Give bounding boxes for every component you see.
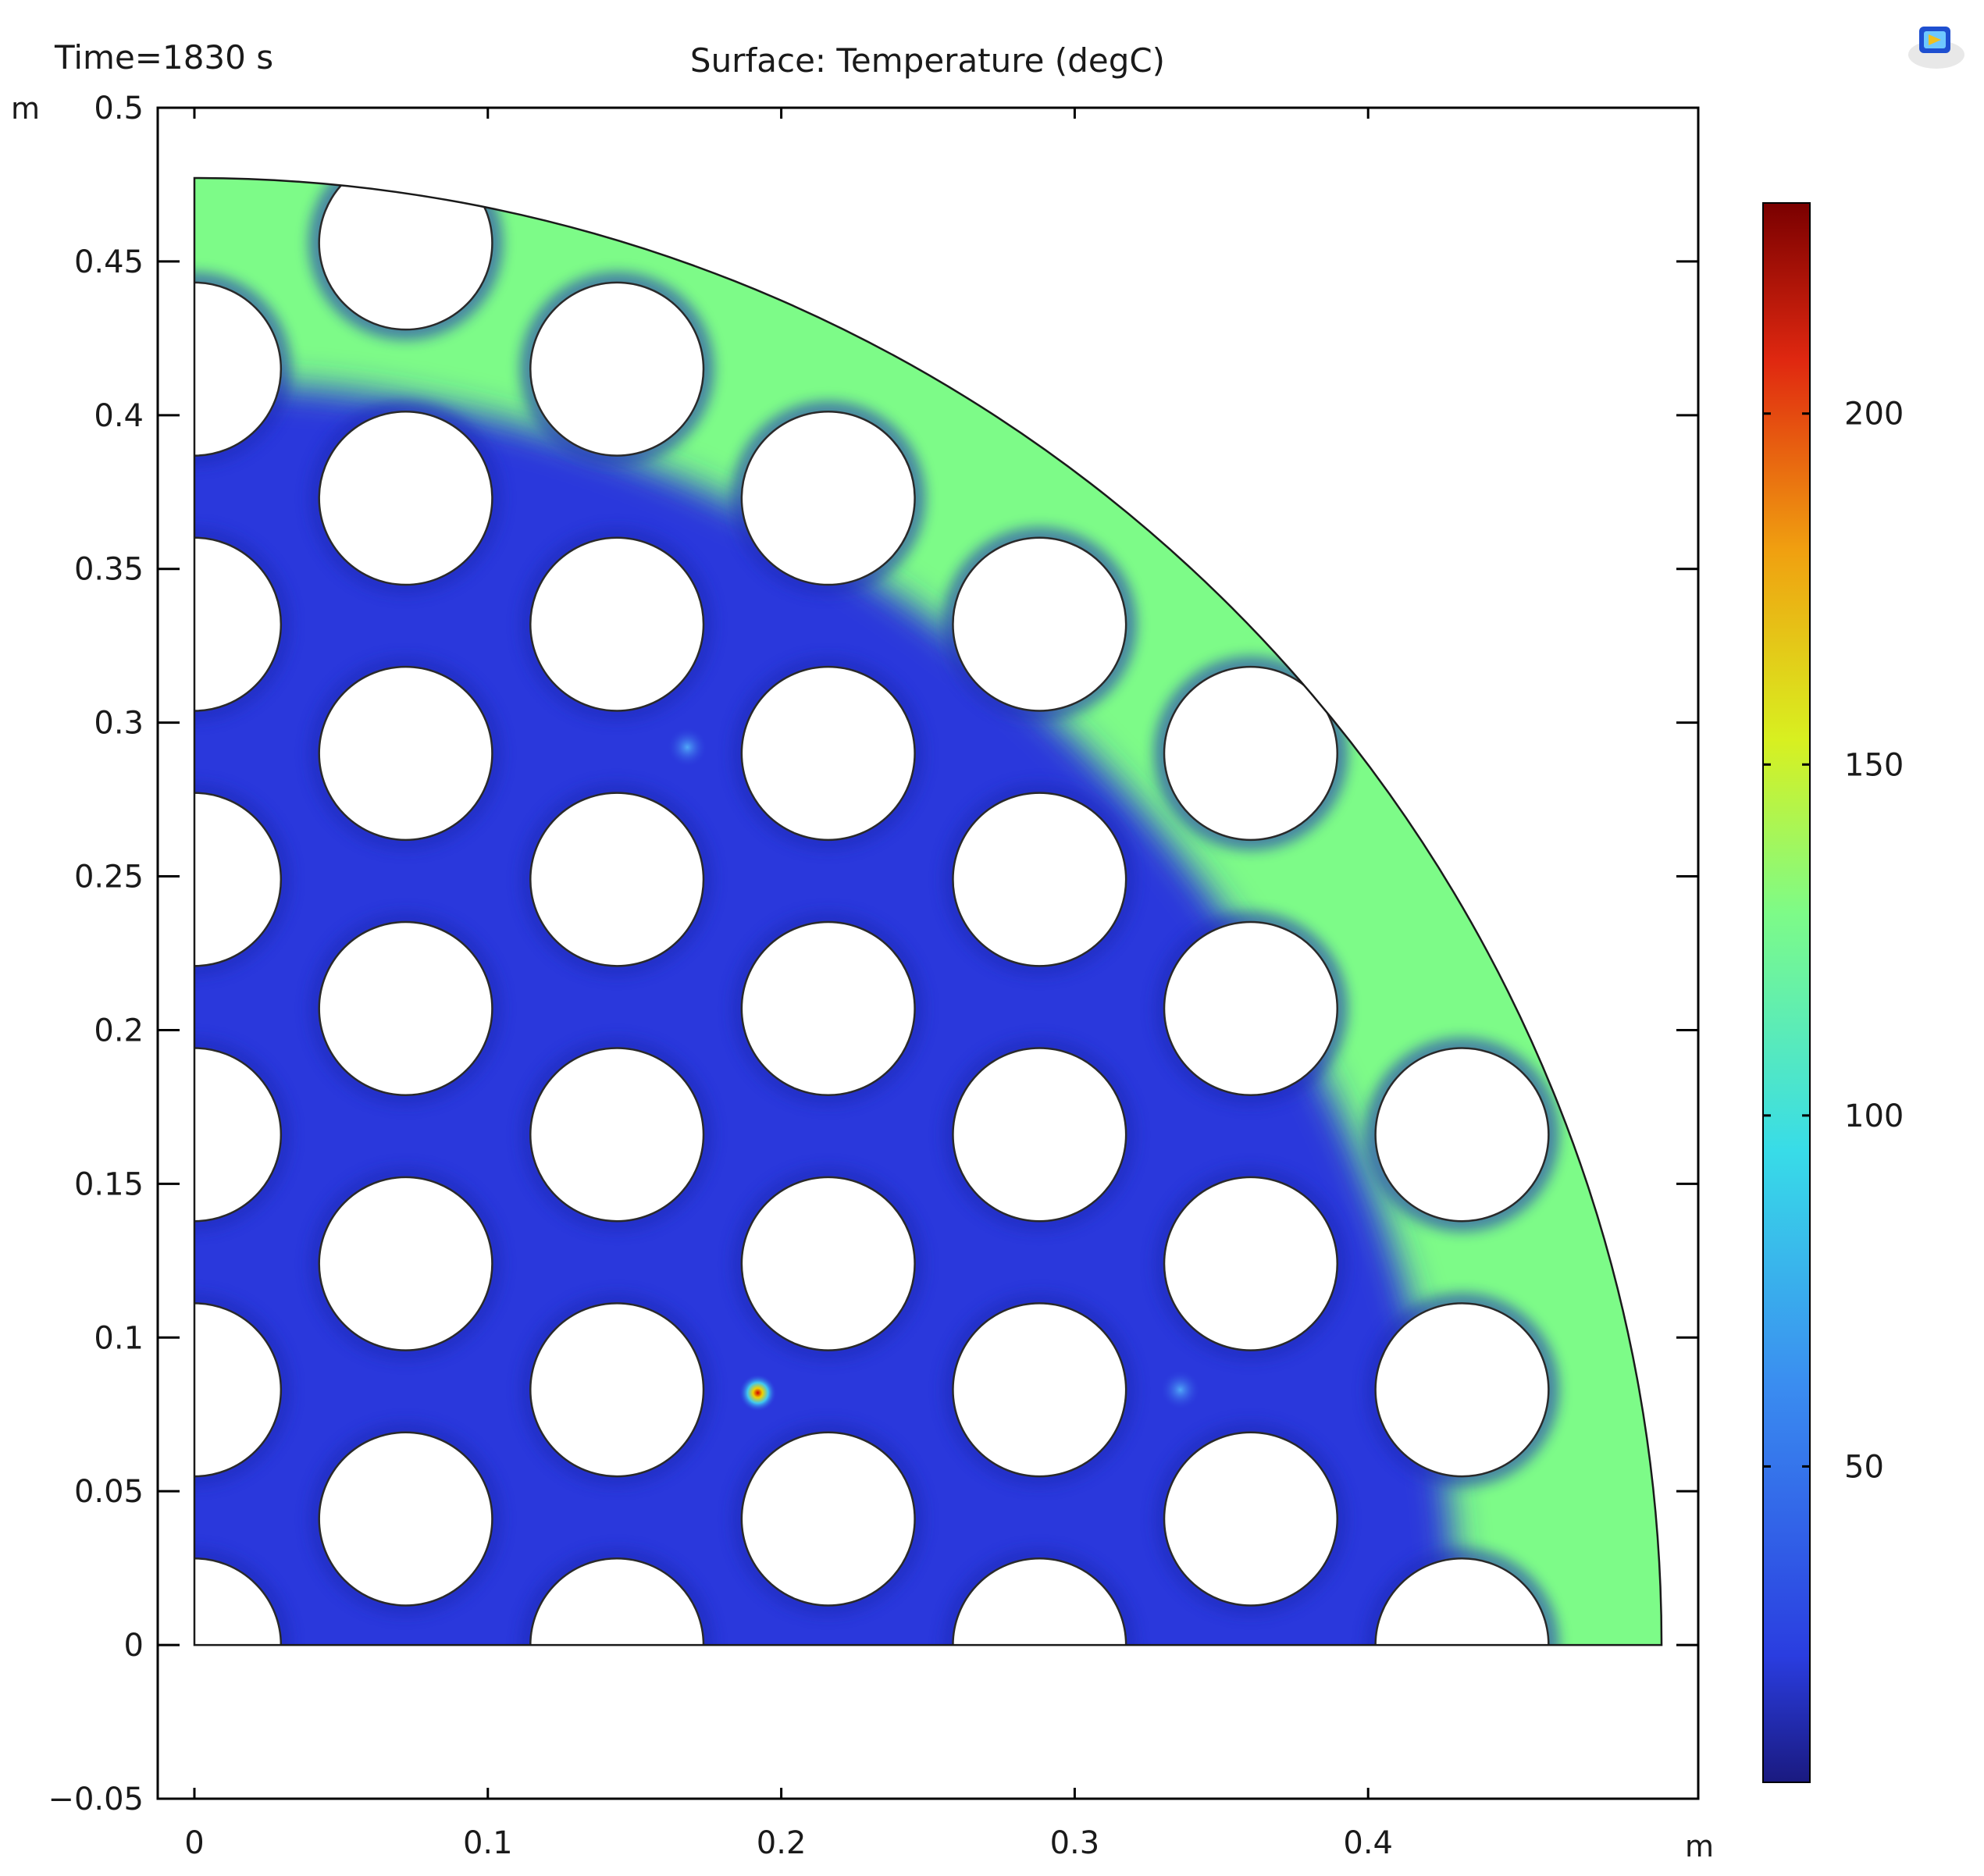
x-ticks: 0 0.1 0.2 0.3 0.4 [184, 108, 1393, 1861]
hole-2 [318, 920, 493, 1097]
hot-spot-2 [1159, 1369, 1201, 1411]
hole-20 [1163, 1431, 1339, 1607]
hole-13 [740, 920, 916, 1097]
plot-frame [156, 106, 1700, 1800]
hole-19 [952, 536, 1127, 712]
hole-16 [952, 1302, 1127, 1478]
colorbar [1762, 202, 1811, 1783]
y-tick-label: 0.35 [74, 552, 144, 588]
x-tick-label: 0.3 [1050, 1825, 1100, 1861]
hole-10 [529, 281, 705, 457]
holes-layer [194, 178, 1560, 1646]
hole-3 [318, 665, 493, 842]
x-tick-label: 0.1 [463, 1825, 513, 1861]
hole-5 [318, 178, 493, 331]
hole-25 [1374, 1047, 1550, 1223]
hole-9 [529, 536, 705, 712]
plot-title: Surface: Temperature (degC) [690, 41, 1165, 80]
colorbar-tick-label: 100 [1844, 1098, 1904, 1134]
colorbar-tick-label: 150 [1844, 747, 1904, 783]
hole-33 [952, 1557, 1127, 1646]
hot-spot-0 [739, 1374, 777, 1412]
colorbar-ticks: 50 100 150 200 [1763, 397, 1904, 1485]
hole-34 [1374, 1557, 1550, 1646]
hole-1 [318, 1176, 493, 1351]
hole-15 [740, 411, 916, 586]
y-tick-label: 0.25 [74, 860, 144, 895]
app-logo-icon [1902, 16, 1968, 75]
hole-7 [529, 1047, 705, 1223]
y-tick-label: 0.1 [94, 1320, 144, 1356]
y-tick-label: 0.15 [74, 1166, 144, 1202]
hole-0 [318, 1431, 493, 1607]
hot-spot-1 [667, 727, 708, 768]
x-axis-label: m [1685, 1829, 1714, 1864]
hole-12 [740, 1176, 916, 1351]
hole-32 [529, 1557, 705, 1646]
y-tick-label: 0.5 [94, 91, 144, 126]
hole-22 [1163, 920, 1339, 1097]
y-tick-label: 0 [124, 1628, 144, 1664]
hole-14 [740, 665, 916, 842]
colorbar-tick-label: 200 [1844, 397, 1904, 433]
hole-18 [952, 792, 1127, 967]
hole-23 [1163, 665, 1339, 842]
hole-17 [952, 1047, 1127, 1223]
colorbar-tick-label: 50 [1844, 1449, 1884, 1485]
y-tick-label: 0.4 [94, 398, 144, 434]
y-axis-label: m [11, 91, 40, 126]
domain-outline [193, 176, 1663, 1646]
time-label: Time=1830 s [54, 38, 273, 77]
y-tick-label: −0.05 [48, 1782, 144, 1817]
hole-24 [1374, 1302, 1550, 1478]
y-tick-label: 0.3 [94, 706, 144, 742]
y-tick-label: 0.05 [74, 1474, 144, 1510]
hole-21 [1163, 1176, 1339, 1351]
y-ticks: −0.05 0 0.05 0.1 0.15 0.2 0.25 0.3 0.35 0.4 0.45 0.… [48, 91, 1698, 1817]
hole-4 [318, 411, 493, 586]
x-tick-label: 0 [184, 1825, 204, 1861]
hole-8 [529, 792, 705, 967]
y-tick-label: 0.45 [74, 244, 144, 280]
hole-11 [740, 1431, 916, 1607]
y-tick-label: 0.2 [94, 1013, 144, 1048]
x-tick-label: 0.2 [757, 1825, 807, 1861]
x-tick-label: 0.4 [1343, 1825, 1393, 1861]
hole-6 [529, 1302, 705, 1478]
